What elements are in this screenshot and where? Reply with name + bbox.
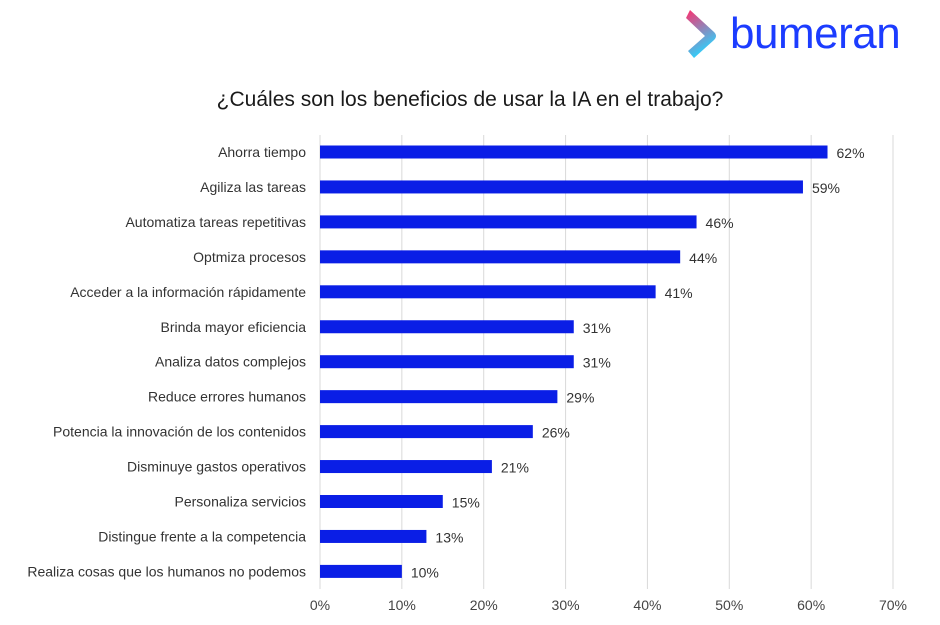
bar: [320, 529, 427, 543]
x-tick-label: 0%: [310, 597, 330, 613]
category-label: Personaliza servicios: [175, 494, 307, 510]
category-label: Potencia la innovación de los contenidos: [53, 424, 306, 440]
value-label: 44%: [689, 250, 717, 266]
bar: [320, 250, 681, 264]
category-label: Analiza datos complejos: [155, 354, 306, 370]
x-tick-label: 50%: [715, 597, 743, 613]
category-label: Distingue frente a la competencia: [98, 528, 306, 544]
bar: [320, 215, 697, 229]
bar: [320, 390, 558, 404]
value-label: 15%: [452, 495, 480, 511]
value-label: 59%: [812, 180, 840, 196]
bar: [320, 355, 574, 369]
value-label: 26%: [542, 425, 570, 441]
x-tick-label: 20%: [470, 597, 498, 613]
category-label: Disminuye gastos operativos: [127, 459, 306, 475]
x-tick-label: 30%: [552, 597, 580, 613]
bar: [320, 460, 492, 474]
category-label: Automatiza tareas repetitivas: [125, 214, 306, 230]
value-label: 31%: [583, 355, 611, 371]
category-label: Brinda mayor eficiencia: [160, 319, 306, 335]
category-label: Ahorra tiempo: [218, 144, 306, 160]
x-tick-label: 70%: [879, 597, 907, 613]
bumeran-logo-mark: [686, 10, 716, 58]
value-label: 62%: [837, 145, 865, 161]
bar: [320, 285, 656, 299]
bar: [320, 180, 803, 194]
bar: [320, 564, 402, 578]
x-tick-label: 60%: [797, 597, 825, 613]
value-label: 13%: [435, 529, 463, 545]
value-label: 10%: [411, 564, 439, 580]
bumeran-logo: bumeran: [684, 6, 938, 62]
category-label: Acceder a la información rápidamente: [70, 284, 306, 300]
category-label: Optmiza procesos: [193, 249, 306, 265]
bar: [320, 495, 443, 508]
value-label: 31%: [583, 320, 611, 336]
value-label: 46%: [706, 215, 734, 231]
value-label: 29%: [566, 390, 594, 406]
x-tick-label: 40%: [633, 597, 661, 613]
value-label: 41%: [665, 285, 693, 301]
bar: [320, 320, 574, 334]
bar: [320, 425, 533, 439]
x-tick-label: 10%: [388, 597, 416, 613]
category-label: Reduce errores humanos: [148, 389, 306, 405]
chart-title: ¿Cuáles son los beneficios de usar la IA…: [216, 88, 724, 111]
bar: [320, 145, 828, 159]
value-label: 21%: [501, 460, 529, 476]
category-label: Agiliza las tareas: [200, 179, 306, 195]
category-label: Realiza cosas que los humanos no podemos: [27, 563, 306, 579]
bumeran-wordmark: bumeran: [730, 9, 901, 58]
